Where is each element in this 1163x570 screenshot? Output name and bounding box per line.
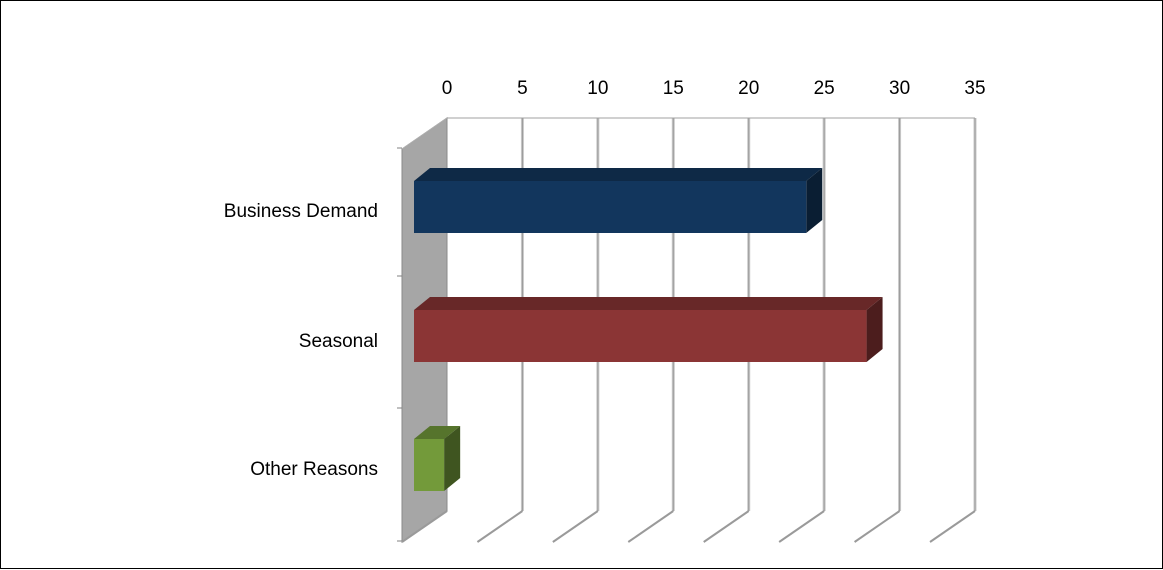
- x-tick-label: 30: [889, 78, 910, 99]
- top-gridline: [401, 117, 448, 150]
- bar-side-face: [444, 426, 461, 491]
- floor-gridline: [401, 510, 448, 543]
- bar-front-face: [414, 439, 445, 491]
- top-gridline: [477, 118, 522, 149]
- x-tick-label: 35: [964, 78, 985, 99]
- top-gridline: [855, 118, 900, 149]
- top-gridline: [553, 118, 598, 149]
- bar-front-face: [414, 310, 867, 362]
- x-tick-label: 20: [738, 78, 759, 99]
- floor-gridline: [929, 510, 976, 543]
- floor-gridline: [627, 510, 674, 543]
- x-tick-label: 10: [587, 78, 608, 99]
- top-gridline: [704, 118, 749, 149]
- floor-gridline: [778, 510, 825, 543]
- x-tick-label: 25: [814, 78, 835, 99]
- floor-gridline: [552, 510, 599, 543]
- x-tick-label: 5: [517, 78, 528, 99]
- x-tick-labels: 0 5 10 15 20 25 30 35: [442, 78, 986, 99]
- bar-side-face: [866, 297, 883, 362]
- bar-business-demand: [414, 168, 823, 233]
- x-tick-label: 15: [663, 78, 684, 99]
- bar-side-face: [806, 168, 823, 233]
- category-label: Business Demand: [224, 201, 378, 222]
- top-gridline: [628, 118, 673, 149]
- top-gridline: [930, 118, 975, 149]
- category-label: Seasonal: [299, 331, 378, 352]
- top-gridline: [779, 118, 824, 149]
- bar-top-face: [414, 168, 823, 181]
- category-label: Other Reasons: [250, 459, 378, 480]
- bar-seasonal: [414, 297, 883, 362]
- bar-top-face: [414, 297, 883, 310]
- floor-gridline: [703, 510, 750, 543]
- category-labels: Business Demand Seasonal Other Reasons: [224, 201, 378, 480]
- bar-other-reasons: [414, 426, 461, 491]
- bars: [414, 168, 883, 491]
- bar-front-face: [414, 181, 807, 233]
- floor-gridline: [854, 510, 901, 543]
- floor-gridline: [476, 510, 523, 543]
- bar-top-face: [414, 426, 461, 439]
- x-tick-label: 0: [442, 78, 453, 99]
